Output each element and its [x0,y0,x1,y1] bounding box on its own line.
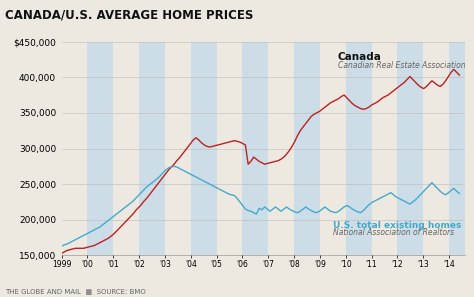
Bar [139,42,165,255]
Bar [397,42,423,255]
Bar [346,42,372,255]
Bar [449,42,465,255]
Text: Canadian Real Estate Association: Canadian Real Estate Association [338,61,465,70]
Bar [191,42,217,255]
Text: CANADA/U.S. AVERAGE HOME PRICES: CANADA/U.S. AVERAGE HOME PRICES [5,9,253,22]
Text: Canada: Canada [338,52,382,62]
Text: National Association of Realtors: National Association of Realtors [333,228,454,237]
Text: THE GLOBE AND MAIL  ▦  SOURCE: BMO: THE GLOBE AND MAIL ▦ SOURCE: BMO [5,288,146,294]
Bar [242,42,268,255]
Bar [294,42,320,255]
Text: U.S. total existing homes: U.S. total existing homes [333,221,461,230]
Bar [87,42,113,255]
